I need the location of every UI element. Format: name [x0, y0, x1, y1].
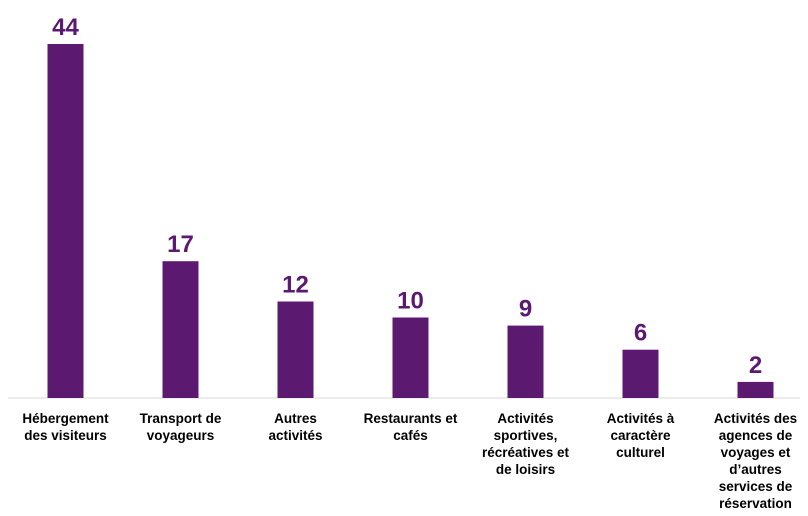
bar-5 [622, 349, 659, 398]
value-label-0: 44 [52, 14, 79, 41]
value-label-1: 17 [167, 231, 194, 258]
category-label-0: Hébergement des visiteurs [22, 411, 109, 443]
bar-0 [47, 44, 84, 398]
value-label-6: 2 [749, 352, 762, 379]
category-label-2: Autres activités [268, 411, 322, 443]
value-label-5: 6 [634, 320, 647, 347]
category-label-6: Activités des agences de voyages et d’autre… [714, 411, 797, 511]
category-label-4: Activités sportives, récréatives et de lois… [482, 411, 570, 477]
category-label-5: Activités à caractère culturel [607, 411, 675, 460]
category-labels-group: Hébergement des visiteurs Transport de voya… [22, 411, 797, 511]
value-label-3: 10 [397, 288, 424, 315]
bar-1 [162, 261, 199, 398]
category-label-1: Transport de voyageurs [140, 411, 222, 443]
bars-group [47, 44, 774, 398]
bar-4 [507, 325, 544, 398]
bar-3 [392, 317, 429, 398]
value-label-4: 9 [519, 296, 532, 323]
value-labels-group: 44 17 12 10 9 6 2 [52, 14, 762, 379]
bar-2 [277, 301, 314, 398]
value-label-2: 12 [282, 272, 309, 299]
category-label-3: Restaurants et cafés [364, 411, 458, 443]
bar-6 [737, 381, 774, 398]
